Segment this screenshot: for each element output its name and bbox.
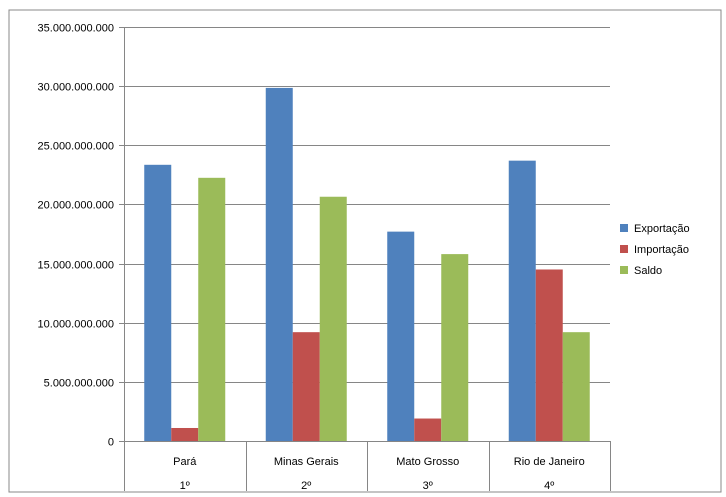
y-tick-label: 0	[108, 437, 114, 449]
legend-label: Exportação	[634, 223, 690, 235]
legend-swatch	[620, 266, 628, 274]
bar-3-4	[562, 332, 590, 441]
category-label: Pará	[173, 456, 197, 468]
legend: Exportação Importação Saldo	[620, 223, 690, 277]
y-tick-label: 20.000.000.000	[38, 200, 114, 212]
bar-2-4	[535, 269, 563, 441]
bar-2-2	[292, 332, 320, 441]
bar-1-4	[508, 160, 536, 442]
bar-3-1	[198, 177, 226, 442]
bar-1-3	[387, 231, 415, 441]
bar-2-3	[414, 418, 442, 441]
legend-swatch	[620, 245, 628, 253]
bar-2-1	[171, 427, 199, 441]
bar-3-2	[319, 196, 347, 441]
y-tick-label: 35.000.000.000	[38, 23, 114, 35]
category-rank-label: 2º	[301, 480, 311, 492]
bar-3-3	[441, 254, 469, 441]
y-tick-label: 10.000.000.000	[38, 319, 114, 331]
category-label: Rio de Janeiro	[514, 456, 585, 468]
y-tick-label: 25.000.000.000	[38, 141, 114, 153]
bar-1-2	[265, 87, 293, 441]
legend-label: Importação	[634, 244, 689, 256]
y-tick-label: 30.000.000.000	[38, 82, 114, 94]
category-rank-label: 1º	[180, 480, 190, 492]
category-label: Mato Grosso	[396, 456, 459, 468]
legend-label: Saldo	[634, 265, 662, 277]
y-axis-tick-labels: 0 5.000.000.000 10.000.000.000 15.000.000.0…	[38, 23, 114, 449]
category-label: Minas Gerais	[274, 456, 339, 468]
bars	[144, 87, 590, 442]
category-axis-table: Pará 1º Minas Gerais 2º Mato Grosso 3º Rio de …	[124, 441, 611, 492]
bar-1-1	[144, 164, 172, 441]
y-tick-label: 15.000.000.000	[38, 260, 114, 272]
category-rank-label: 3º	[423, 480, 433, 492]
y-tick-label: 5.000.000.000	[44, 378, 114, 390]
legend-swatch	[620, 224, 628, 232]
category-rank-label: 4º	[544, 480, 554, 492]
chart-border	[8, 9, 722, 493]
